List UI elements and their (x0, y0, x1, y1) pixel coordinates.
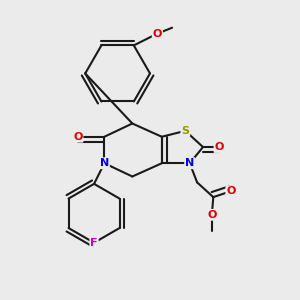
Text: F: F (90, 238, 98, 248)
Text: O: O (214, 142, 224, 152)
Text: S: S (181, 126, 189, 136)
Text: O: O (153, 28, 162, 39)
Text: O: O (207, 210, 217, 220)
Text: O: O (226, 186, 236, 196)
Text: N: N (185, 158, 194, 168)
Text: O: O (73, 132, 83, 142)
Text: N: N (100, 158, 109, 168)
